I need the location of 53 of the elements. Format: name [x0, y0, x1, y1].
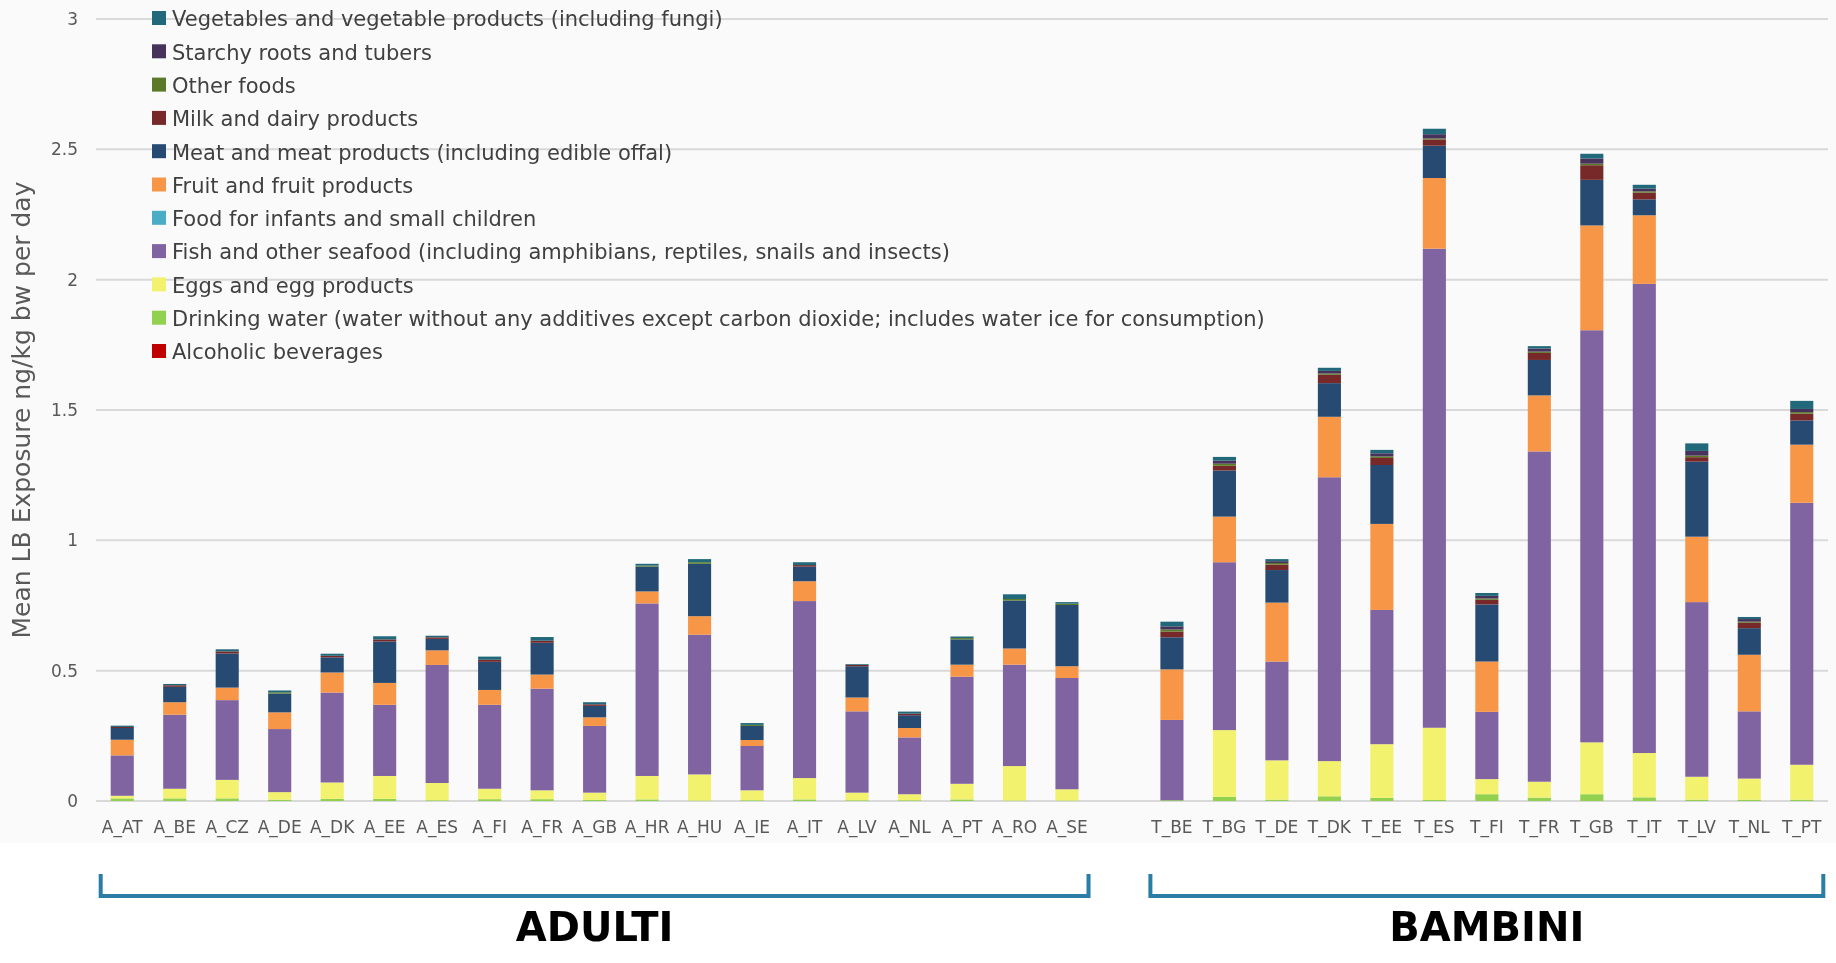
legend-label: Eggs and egg products	[172, 273, 414, 298]
x-tick-label: T_EE	[1360, 817, 1403, 838]
legend-label: Food for infants and small children	[172, 207, 537, 232]
x-tick-label: T_NL	[1727, 817, 1771, 838]
x-tick-label: T_GB	[1568, 817, 1614, 838]
text: ADULTI	[515, 904, 674, 950]
x-tick-label: T_BG	[1201, 817, 1247, 838]
legend-label: Drinking water (water without any additives except carbon dioxide; includes water ice for consumption)	[172, 307, 1265, 332]
legend-label: Meat and meat products (including edible offal)	[172, 140, 673, 165]
y-tick-label: 0.5	[50, 660, 78, 681]
x-tick-label: A_HU	[676, 817, 723, 838]
y-tick-label: 3	[67, 8, 78, 29]
x-tick-label: A_DK	[309, 817, 356, 838]
y-tick-label: 0	[67, 790, 78, 811]
x-tick-label: T_PT	[1780, 817, 1823, 838]
x-tick-label: A_RO	[991, 817, 1038, 838]
x-tick-label: A_AT	[101, 817, 144, 838]
x-tick-label: A_HR	[624, 817, 670, 838]
x-tick-label: A_GB	[572, 817, 618, 838]
x-tick-label: A_IE	[734, 817, 771, 838]
legend-label: Vegetables and vegetable products (including fungi)	[172, 7, 723, 32]
x-tick-label: A_LV	[837, 817, 878, 838]
y-tick-label: 2.5	[50, 139, 78, 160]
x-tick-label: T_FR	[1518, 817, 1560, 838]
x-tick-label: T_ES	[1413, 817, 1455, 838]
x-tick-label: A_FR	[521, 817, 564, 838]
y-tick-label: 1	[67, 530, 78, 551]
x-tick-label: A_DE	[257, 817, 302, 838]
x-tick-label: A_IT	[786, 817, 823, 838]
x-tick-label: T_DE	[1254, 817, 1299, 838]
x-tick-label: A_PT	[941, 817, 983, 838]
x-tick-label: A_SE	[1046, 817, 1088, 838]
legend-label: Milk and dairy products	[172, 107, 419, 132]
x-tick-label: T_LV	[1676, 817, 1717, 838]
x-tick-label: A_EE	[363, 817, 406, 838]
x-tick-label: A_FI	[472, 817, 508, 838]
x-tick-label: T_FI	[1469, 817, 1504, 838]
x-tick-label: A_BE	[153, 817, 196, 838]
legend-label: Fish and other seafood (including amphibians, reptiles, snails and insects)	[172, 240, 950, 265]
y-axis-title: Mean LB Exposure ng/kg bw per day	[7, 181, 36, 639]
legend-label: Alcoholic beverages	[172, 340, 383, 365]
text: BAMBINI	[1389, 904, 1585, 950]
y-tick-label: 2	[67, 269, 78, 290]
x-tick-label: T_IT	[1626, 817, 1663, 838]
x-tick-label: A_ES	[416, 817, 458, 838]
x-tick-label: T_BE	[1150, 817, 1193, 838]
x-tick-label: T_DK	[1306, 817, 1352, 838]
x-tick-label: A_NL	[888, 817, 932, 838]
x-tick-label: A_CZ	[205, 817, 250, 838]
legend-label: Fruit and fruit products	[172, 173, 414, 198]
y-tick-label: 1.5	[50, 399, 78, 420]
legend-label: Starchy roots and tubers	[172, 40, 432, 65]
legend-label: Other foods	[172, 73, 296, 98]
